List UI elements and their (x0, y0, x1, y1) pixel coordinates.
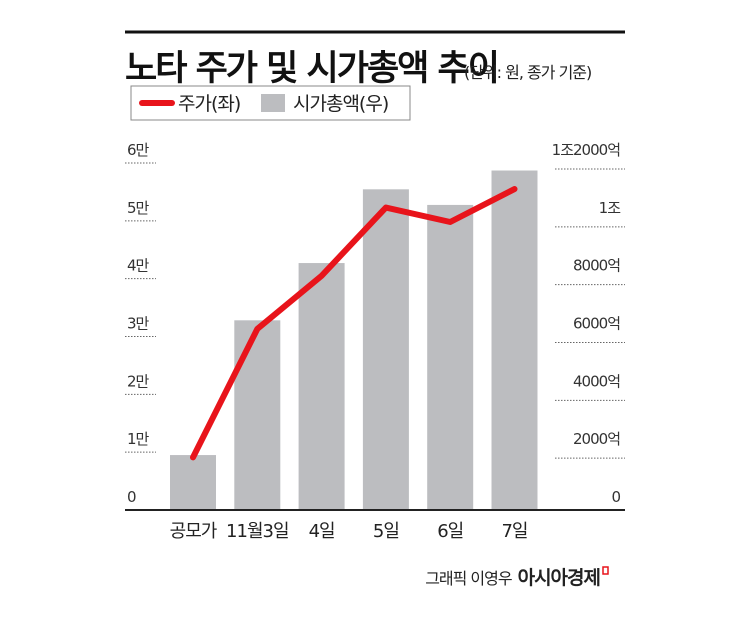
legend-bar-swatch (261, 94, 285, 112)
left-tick-label: 4만 (127, 257, 150, 275)
right-tick-label: 6000억 (573, 315, 620, 333)
legend-label-price: 주가(좌) (178, 93, 240, 115)
right-tick-label: 4000억 (573, 372, 620, 390)
left-tick-label: 1만 (127, 430, 150, 448)
right-tick-label: 8000억 (573, 257, 620, 275)
bar-marketcap (234, 320, 281, 510)
left-tick-label: 6만 (127, 141, 150, 159)
brand-logo: 아시아경제 (518, 567, 600, 589)
legend-label-marketcap: 시가총액(우) (293, 93, 388, 115)
right-tick-label: 0 (611, 488, 620, 506)
category-label: 7일 (501, 521, 527, 542)
left-tick-label: 0 (127, 488, 136, 506)
bar-marketcap (491, 170, 538, 511)
bar-marketcap (170, 455, 216, 510)
category-label: 11월3일 (226, 521, 288, 542)
category-label: 6일 (437, 521, 463, 542)
category-label: 4일 (309, 521, 335, 542)
chart-subtitle: (단위: 원, 종가 기준) (464, 63, 591, 82)
right-tick-label: 2000억 (573, 430, 620, 448)
brand-mark-icon (602, 566, 609, 575)
category-label: 5일 (373, 521, 399, 542)
left-tick-label: 3만 (127, 315, 150, 333)
chart-title: 노타 주가 및 시가총액 추이 (125, 49, 498, 89)
category-label: 공모가 (170, 521, 217, 542)
right-tick-label: 1조 (599, 199, 622, 217)
bar-marketcap (298, 263, 345, 510)
line-price (190, 186, 518, 461)
left-tick-label: 2만 (127, 372, 150, 390)
bar-marketcap (362, 189, 409, 511)
left-tick-label: 5만 (127, 199, 150, 217)
credit-graphic: 그래픽 이영우 아시아경제 (425, 567, 600, 589)
right-tick-label: 1조2000억 (552, 141, 620, 159)
bar-marketcap (427, 204, 474, 510)
legend: 주가(좌) 시가총액(우) (130, 85, 411, 121)
